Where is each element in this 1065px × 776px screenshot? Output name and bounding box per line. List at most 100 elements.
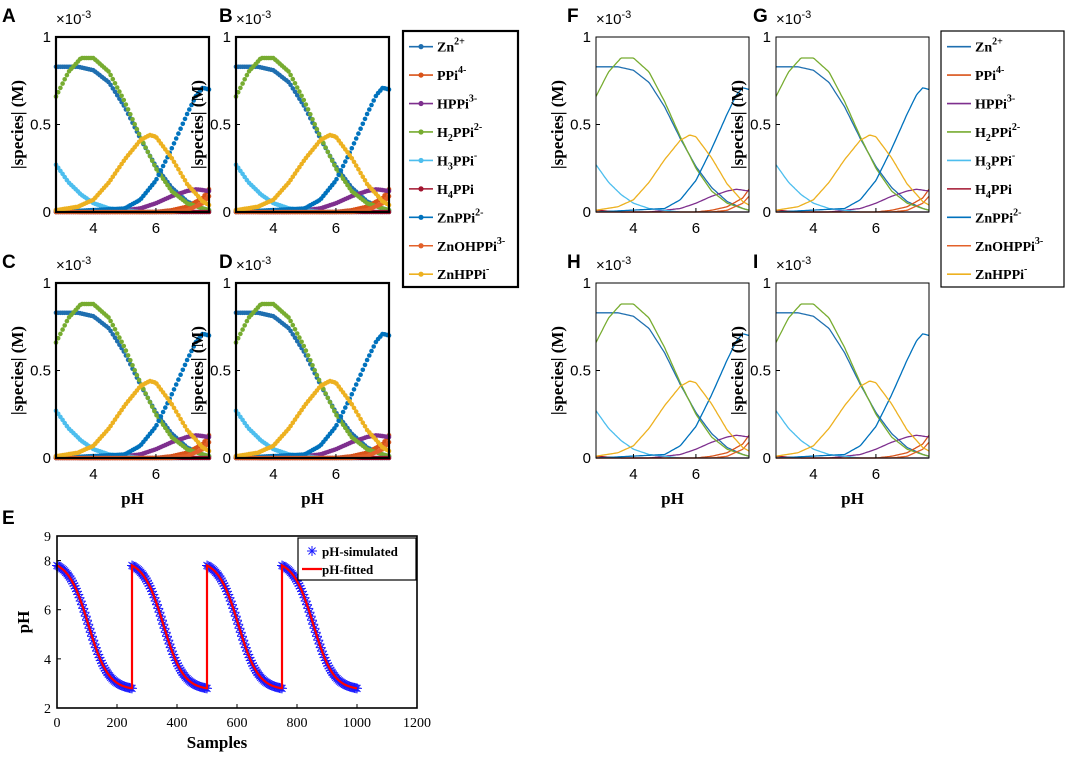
data-point (238, 85, 243, 91)
data-point (180, 420, 186, 426)
x-tick-label: 800 (287, 716, 308, 731)
data-point (189, 348, 194, 354)
data-point (130, 363, 135, 368)
series-line-H2PPi2- (595, 57, 750, 211)
data-point (353, 136, 359, 141)
panel-a: A ×10-3 0 0.5 1 4 6 |species| (M) (2, 6, 212, 237)
series-line-Zn2+ (776, 312, 930, 457)
data-point (288, 82, 293, 88)
y-tick-label: 9 (44, 530, 51, 545)
data-point (62, 77, 67, 82)
x-tick-label: 4 (809, 466, 817, 483)
data-point (308, 358, 313, 363)
data-point (114, 92, 120, 98)
x-axis-label: pH (121, 489, 144, 508)
data-point (358, 170, 363, 176)
data-point (290, 86, 296, 91)
y-axis-label: |species| (M) (548, 80, 567, 169)
data-point (163, 405, 168, 410)
data-point (316, 131, 322, 137)
y-tick-label: 0.5 (750, 117, 771, 134)
data-point (303, 348, 309, 353)
panel-g: G ×10-3 0 0.5 1 4 6 |species| (M) (728, 6, 930, 237)
data-point (180, 121, 186, 127)
data-point (163, 179, 168, 185)
data-point (169, 156, 175, 161)
data-point (169, 392, 175, 397)
data-point (358, 126, 363, 131)
y-tick-label: 2 (44, 702, 51, 717)
data-point (358, 416, 363, 422)
panel-letter-c: C (2, 252, 16, 273)
data-point (244, 318, 250, 324)
data-point (329, 158, 335, 163)
y-tick-label: 1 (223, 275, 231, 292)
data-point (371, 98, 377, 103)
series-line-H3PPi- (775, 410, 929, 459)
data-point (114, 85, 120, 90)
data-point (290, 174, 296, 180)
legend-label-HPPi3-: HPPi3- (437, 94, 477, 113)
data-point (323, 145, 328, 150)
plot-frame (775, 282, 930, 459)
data-point (58, 331, 63, 337)
y-scale-label: ×10-3 (56, 255, 91, 274)
data-point (108, 72, 113, 78)
data-point (308, 112, 313, 117)
data-point (171, 405, 177, 411)
data-point (119, 407, 124, 413)
legend-marker (418, 44, 424, 50)
data-point (60, 327, 65, 332)
data-point (119, 339, 124, 345)
panel-c: C ×10-3 0 0.5 1 4 6 |species| (M) pH (2, 252, 212, 508)
data-point (288, 328, 293, 334)
data-point (340, 409, 346, 415)
data-point (158, 414, 164, 419)
data-point (184, 111, 190, 117)
y-tick-label: 1 (223, 29, 231, 46)
data-point (176, 413, 181, 418)
legend-label-ZnOHPPi3-: ZnOHPPi3- (437, 236, 505, 255)
y-tick-label: 0.5 (210, 117, 231, 134)
data-point (371, 344, 377, 349)
data-point (369, 348, 374, 354)
data-point (112, 81, 118, 86)
data-point (182, 424, 188, 429)
series-line-ZnHPPi- (595, 380, 750, 457)
data-point (182, 362, 188, 368)
series-line-H3PPi- (595, 164, 749, 213)
legend-marker (418, 129, 424, 135)
data-point (325, 149, 331, 155)
data-point (240, 81, 245, 86)
data-point (160, 176, 166, 181)
data-point (294, 92, 300, 98)
series-line-ZnPPi2- (775, 333, 930, 459)
data-point (121, 343, 127, 349)
data-point (147, 400, 153, 405)
series-line-Zn2+ (776, 66, 930, 211)
data-point (349, 392, 355, 397)
data-point (351, 405, 357, 411)
series-markers-H2PPi2- (53, 55, 212, 213)
series-line-Zn2+ (596, 66, 750, 211)
data-point (360, 420, 366, 426)
data-point (360, 174, 366, 179)
data-point (244, 72, 250, 78)
y-tick-label: 6 (44, 604, 51, 619)
legend-markers: Zn2+PPi4-HPPi3-H2PPi2-H3PPi-H4PPiZnPPi2-… (401, 29, 520, 289)
data-point (145, 149, 151, 155)
data-point (149, 158, 155, 163)
data-point (290, 332, 296, 337)
data-point (156, 172, 161, 178)
data-point (171, 387, 177, 392)
legend-marker (418, 100, 424, 107)
data-point (143, 145, 148, 150)
x-tick-label: 200 (107, 716, 128, 731)
legend-box (940, 30, 1065, 288)
y-tick-label: 4 (44, 653, 51, 668)
data-point (182, 116, 188, 122)
data-point (336, 418, 342, 424)
data-point (187, 353, 192, 358)
data-point (64, 72, 70, 78)
data-point (176, 167, 181, 172)
